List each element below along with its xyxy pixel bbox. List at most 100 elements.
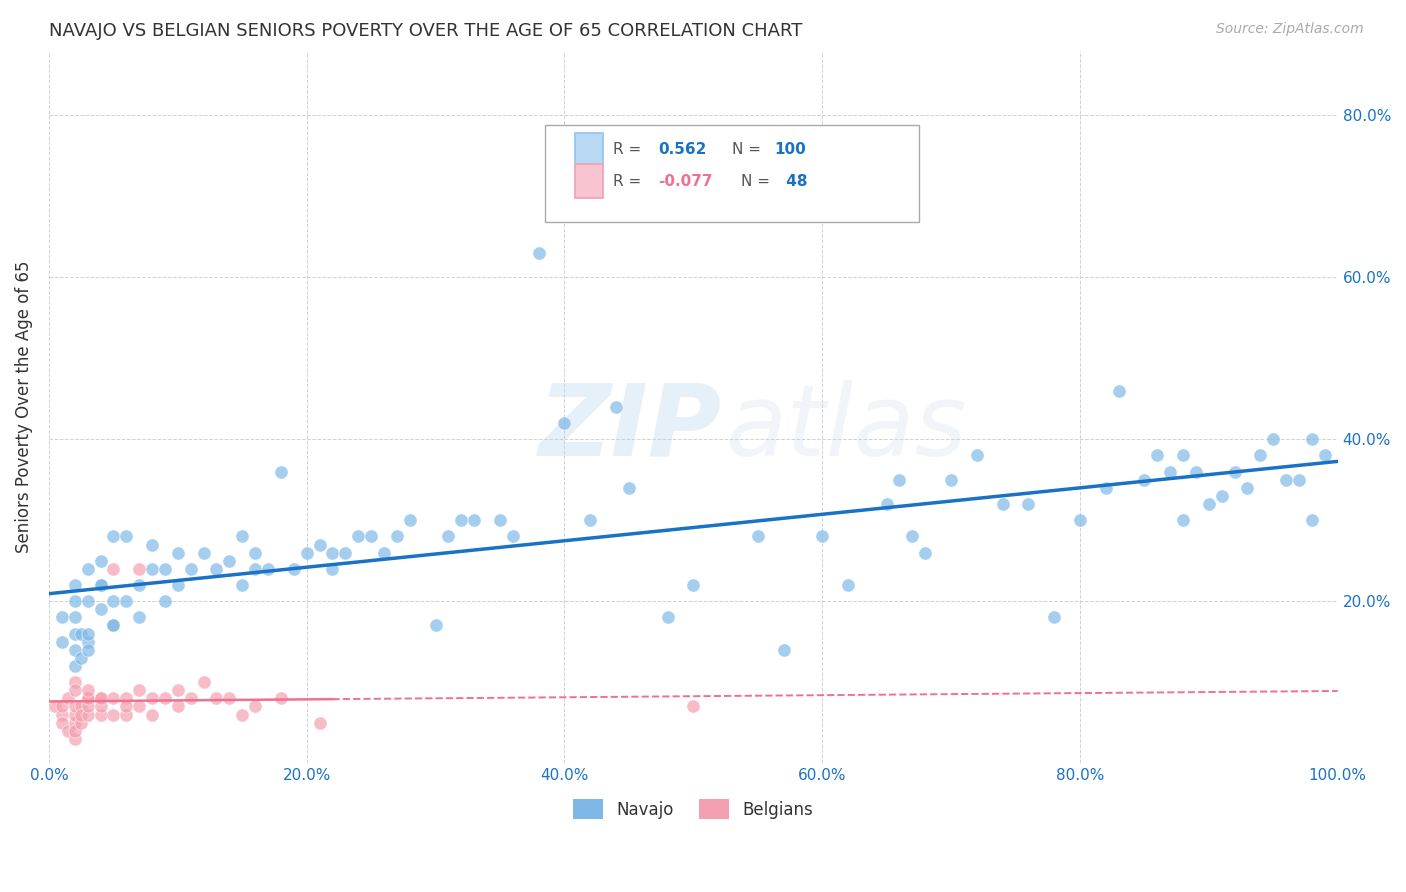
- Point: [1288, 473, 1310, 487]
- Point: [1263, 432, 1285, 446]
- Point: [1171, 449, 1194, 463]
- Point: [437, 529, 460, 543]
- Point: [76, 634, 98, 648]
- Point: [89, 578, 111, 592]
- Text: atlas: atlas: [725, 380, 967, 477]
- Point: [103, 529, 125, 543]
- Point: [1301, 513, 1323, 527]
- Point: [914, 546, 936, 560]
- Point: [398, 513, 420, 527]
- Point: [141, 691, 163, 706]
- Point: [463, 513, 485, 527]
- Point: [1159, 465, 1181, 479]
- Point: [89, 699, 111, 714]
- Text: NAVAJO VS BELGIAN SENIORS POVERTY OVER THE AGE OF 65 CORRELATION CHART: NAVAJO VS BELGIAN SENIORS POVERTY OVER T…: [49, 22, 803, 40]
- Point: [141, 707, 163, 722]
- Point: [128, 699, 150, 714]
- Text: Source: ZipAtlas.com: Source: ZipAtlas.com: [1216, 22, 1364, 37]
- Point: [1108, 384, 1130, 398]
- Point: [502, 529, 524, 543]
- Point: [76, 707, 98, 722]
- Point: [76, 691, 98, 706]
- Point: [63, 626, 86, 640]
- Point: [166, 546, 188, 560]
- Point: [837, 578, 859, 592]
- Point: [657, 610, 679, 624]
- Point: [231, 529, 253, 543]
- Point: [76, 683, 98, 698]
- Point: [76, 594, 98, 608]
- Point: [205, 691, 228, 706]
- Point: [51, 707, 73, 722]
- Point: [63, 723, 86, 738]
- Point: [63, 683, 86, 698]
- Point: [321, 562, 343, 576]
- Point: [51, 699, 73, 714]
- Point: [527, 246, 550, 260]
- Point: [1146, 449, 1168, 463]
- Point: [63, 731, 86, 746]
- Text: 100: 100: [775, 143, 806, 157]
- Point: [76, 691, 98, 706]
- Point: [128, 578, 150, 592]
- Point: [243, 562, 266, 576]
- Point: [1171, 513, 1194, 527]
- Point: [1249, 449, 1271, 463]
- Point: [63, 594, 86, 608]
- Point: [103, 562, 125, 576]
- Point: [141, 537, 163, 551]
- Text: N =: N =: [741, 174, 770, 188]
- Point: [889, 473, 911, 487]
- Text: R =: R =: [613, 143, 647, 157]
- Point: [103, 691, 125, 706]
- FancyBboxPatch shape: [575, 164, 603, 198]
- Point: [283, 562, 305, 576]
- Point: [63, 659, 86, 673]
- Point: [966, 449, 988, 463]
- Point: [141, 562, 163, 576]
- Point: [103, 707, 125, 722]
- Point: [450, 513, 472, 527]
- Point: [51, 610, 73, 624]
- Point: [231, 578, 253, 592]
- Point: [489, 513, 512, 527]
- Point: [193, 546, 215, 560]
- Point: [76, 562, 98, 576]
- Point: [218, 554, 240, 568]
- Point: [193, 675, 215, 690]
- Point: [1069, 513, 1091, 527]
- Point: [76, 642, 98, 657]
- Point: [347, 529, 370, 543]
- Point: [308, 537, 330, 551]
- Point: [270, 465, 292, 479]
- Point: [76, 699, 98, 714]
- Point: [89, 691, 111, 706]
- Point: [1017, 497, 1039, 511]
- Point: [70, 707, 93, 722]
- Point: [63, 610, 86, 624]
- Point: [385, 529, 408, 543]
- Point: [70, 699, 93, 714]
- Point: [257, 562, 280, 576]
- Point: [63, 642, 86, 657]
- Point: [44, 699, 66, 714]
- Point: [876, 497, 898, 511]
- Legend: Navajo, Belgians: Navajo, Belgians: [567, 792, 820, 826]
- Point: [218, 691, 240, 706]
- Point: [51, 715, 73, 730]
- FancyBboxPatch shape: [546, 126, 920, 222]
- Point: [180, 562, 202, 576]
- Point: [1133, 473, 1156, 487]
- Point: [51, 634, 73, 648]
- Point: [70, 626, 93, 640]
- Point: [243, 546, 266, 560]
- Point: [425, 618, 447, 632]
- Point: [166, 683, 188, 698]
- Point: [605, 400, 627, 414]
- Point: [115, 691, 138, 706]
- Point: [1236, 481, 1258, 495]
- Point: [991, 497, 1014, 511]
- Point: [89, 602, 111, 616]
- Point: [1275, 473, 1298, 487]
- Point: [308, 715, 330, 730]
